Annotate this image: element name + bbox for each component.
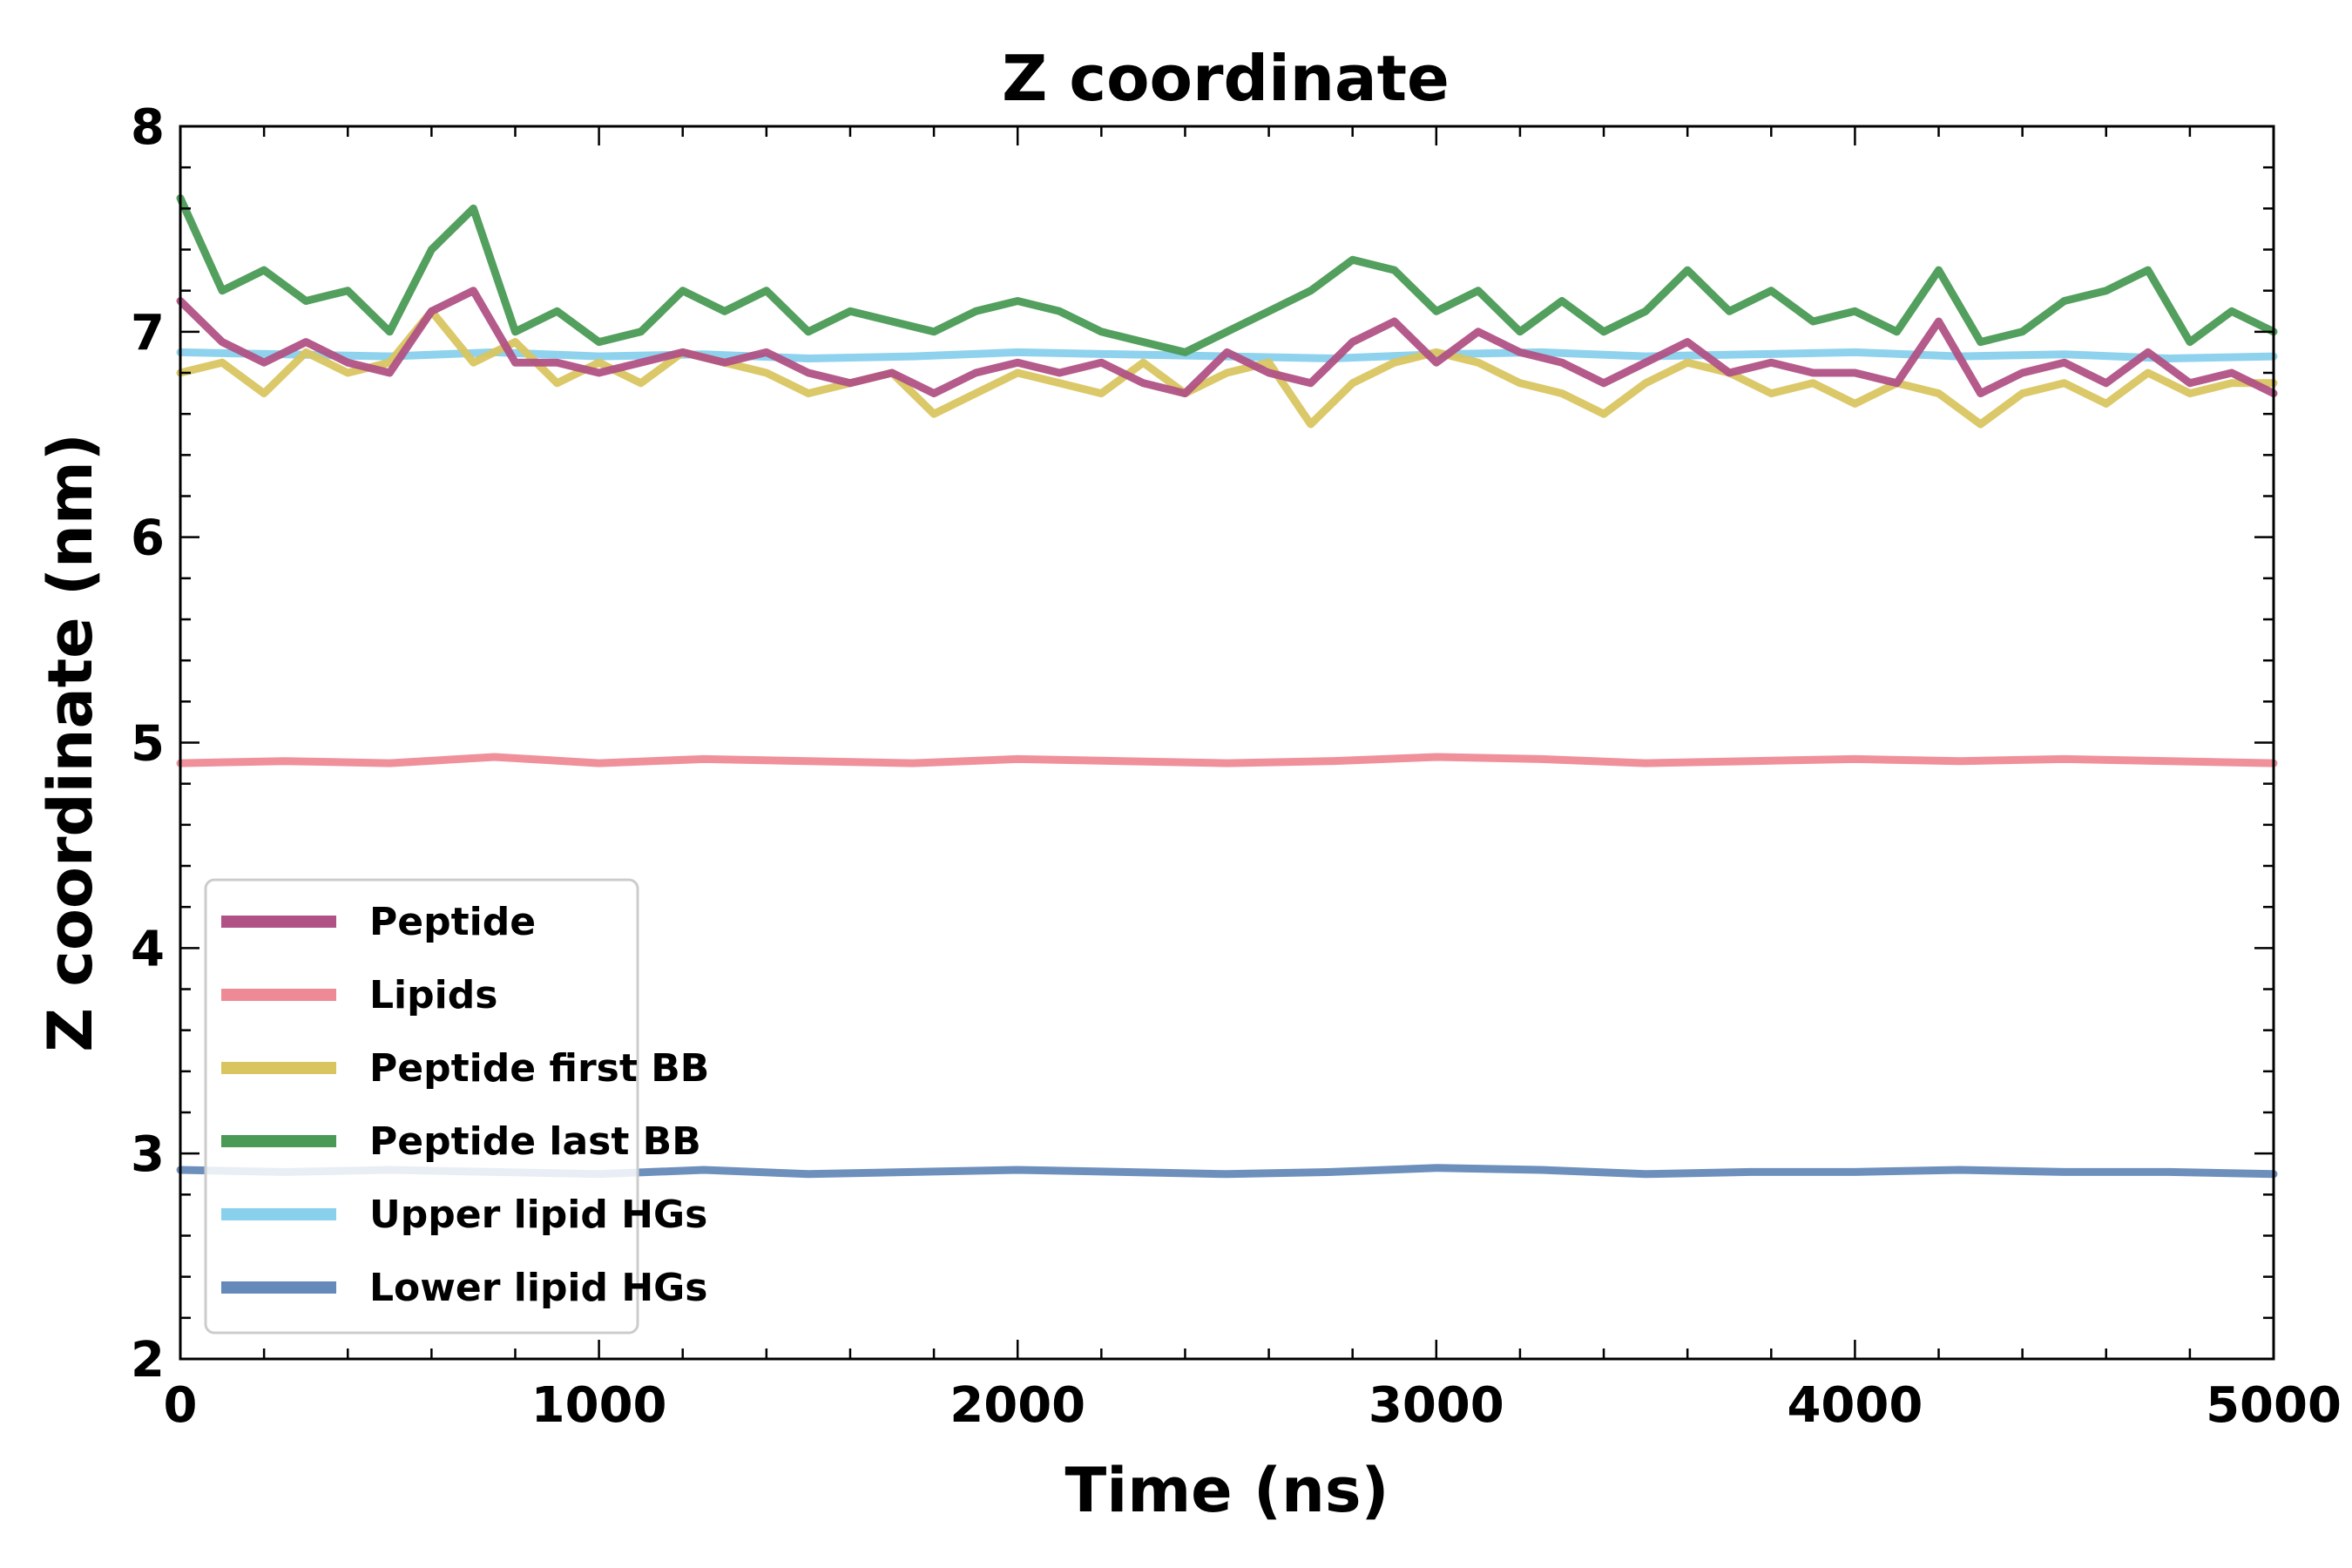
axis-ticks [179, 125, 2275, 1361]
x-tick-label: 0 [164, 1377, 198, 1434]
tick-labels: 0 1000 2000 3000 4000 5000 2 3 4 5 6 7 8 [131, 99, 2342, 1434]
legend-label: Peptide last BB [369, 1119, 701, 1164]
y-tick-label: 3 [131, 1126, 165, 1183]
legend-label: Upper lipid HGs [369, 1193, 707, 1237]
legend: Peptide Lipids Peptide first BB Peptide las… [204, 878, 709, 1335]
y-tick-label: 6 [131, 510, 165, 567]
legend-label: Lower lipid HGs [369, 1266, 707, 1310]
y-tick-label: 5 [131, 716, 165, 773]
x-tick-label: 3000 [1369, 1377, 1504, 1434]
series-line-lipids [176, 753, 2278, 767]
y-axis-label: Z coordinate (nm) [35, 433, 106, 1052]
y-tick-label: 7 [131, 305, 165, 362]
chart-title: Z coordinate [1002, 42, 1450, 115]
y-tick-label: 8 [131, 99, 165, 156]
legend-label: Peptide first BB [369, 1046, 709, 1091]
series-line-peptide-last-bb [176, 194, 2278, 356]
x-tick-label: 1000 [531, 1377, 667, 1434]
x-axis-label: Time (ns) [1064, 1455, 1389, 1526]
legend-label: Lipids [369, 973, 497, 1017]
legend-label: Peptide [369, 900, 536, 944]
x-tick-label: 4000 [1787, 1377, 1923, 1434]
y-tick-label: 4 [131, 921, 165, 977]
x-tick-label: 2000 [950, 1377, 1085, 1434]
x-tick-label: 5000 [2206, 1377, 2342, 1434]
y-tick-label: 2 [131, 1332, 165, 1389]
series-line-peptide-first-bb [176, 307, 2278, 429]
legend-box [204, 878, 639, 1335]
series-line-peptide [176, 287, 2278, 398]
